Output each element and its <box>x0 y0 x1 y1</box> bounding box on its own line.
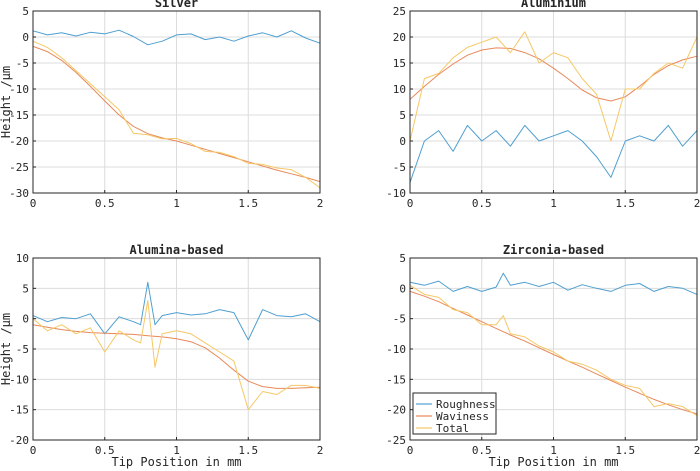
x-tick-label: 0 <box>30 444 37 457</box>
y-tick-label: -20 <box>9 135 29 148</box>
y-tick-label: -10 <box>386 343 406 356</box>
x-tick-label: 2 <box>694 197 700 210</box>
series-line-roughness <box>409 272 698 295</box>
series-line-roughness <box>409 124 698 183</box>
y-tick-label: -25 <box>386 434 406 447</box>
y-tick-label: 0 <box>399 135 406 148</box>
x-tick-label: 2 <box>694 444 700 457</box>
chart-title: Aluminium <box>521 0 586 10</box>
y-tick-label: 5 <box>22 282 29 295</box>
y-tick-label: -5 <box>393 313 406 326</box>
series-line-total <box>32 300 321 411</box>
series-line-roughness <box>32 29 321 46</box>
y-tick-label: 25 <box>393 5 406 18</box>
y-axis-label: Height /µm <box>0 66 13 138</box>
x-tick-label: 2 <box>317 197 324 210</box>
chart-panel-3: 0 0.5 1 1.5 2 -20 -15 -10 -5 0 5 10 Alumina-based Hei… <box>0 243 323 469</box>
x-tick-label: 2 <box>317 444 324 457</box>
y-tick-label: -5 <box>393 161 406 174</box>
x-tick-label: 1.5 <box>238 444 258 457</box>
y-tick-label: 10 <box>393 83 406 96</box>
series-line-total <box>32 40 321 189</box>
x-axis-label: Tip Position in mm <box>111 455 241 469</box>
y-tick-label: -5 <box>16 343 29 356</box>
y-tick-label: 20 <box>393 31 406 44</box>
y-tick-label: -10 <box>386 187 406 200</box>
x-tick-label: 0.5 <box>472 197 492 210</box>
chart-title: Silver <box>155 0 198 10</box>
x-tick-label: 0 <box>407 197 414 210</box>
x-tick-label: 1.5 <box>615 197 635 210</box>
y-tick-label: 0 <box>22 31 29 44</box>
x-tick-label: 0.5 <box>95 197 115 210</box>
legend-label-total: Total <box>436 422 469 435</box>
x-tick-label: 1 <box>173 444 180 457</box>
chart-panel-1: 0 0.5 1 1.5 2 -30 -25 -20 -15 -10 -5 0 5 Silver Height… <box>0 0 323 210</box>
x-tick-label: 0 <box>407 444 414 457</box>
y-tick-label: 0 <box>22 313 29 326</box>
y-tick-label: -10 <box>9 83 29 96</box>
y-tick-label: 10 <box>16 252 29 265</box>
series-line-total <box>409 31 698 142</box>
y-tick-label: -15 <box>9 109 29 122</box>
y-tick-label: -15 <box>386 373 406 386</box>
x-tick-label: 1 <box>550 197 557 210</box>
x-tick-label: 1.5 <box>615 444 635 457</box>
chart-title: Alumina-based <box>130 243 224 257</box>
y-tick-label: 5 <box>399 252 406 265</box>
x-axis-label: Tip Position in mm <box>488 455 618 469</box>
y-tick-label: -10 <box>9 373 29 386</box>
legend-label-roughness: Roughness <box>436 398 496 411</box>
x-tick-label: 1 <box>550 444 557 457</box>
y-tick-label: 15 <box>393 57 406 70</box>
x-tick-label: 0.5 <box>95 444 115 457</box>
legend-label-waviness: Waviness <box>436 410 489 423</box>
y-tick-label: 5 <box>22 5 29 18</box>
y-tick-label: -25 <box>9 161 29 174</box>
series-line-waviness <box>32 45 321 183</box>
x-tick-label: 0.5 <box>472 444 492 457</box>
y-tick-label: -15 <box>9 404 29 417</box>
x-tick-label: 1.5 <box>238 197 258 210</box>
y-tick-label: -30 <box>9 187 29 200</box>
series-line-total <box>409 284 698 417</box>
chart-title: Zirconia-based <box>503 243 604 257</box>
y-tick-label: -5 <box>16 57 29 70</box>
y-axis-label: Height /µm <box>0 313 13 385</box>
series-line-roughness <box>32 281 321 341</box>
y-tick-label: -20 <box>386 404 406 417</box>
y-tick-label: -20 <box>9 434 29 447</box>
legend-box <box>412 392 497 435</box>
y-tick-label: 5 <box>399 109 406 122</box>
chart-panel-4: 0 0.5 1 1.5 2 -25 -20 -15 -10 -5 0 5 Zirconia-based T… <box>386 243 700 469</box>
chart-panel-2: 0 0.5 1 1.5 2 -10 -5 0 5 10 15 20 25 Aluminium <box>386 0 700 210</box>
x-tick-label: 0 <box>30 197 37 210</box>
x-tick-label: 1 <box>173 197 180 210</box>
y-tick-label: 0 <box>399 282 406 295</box>
